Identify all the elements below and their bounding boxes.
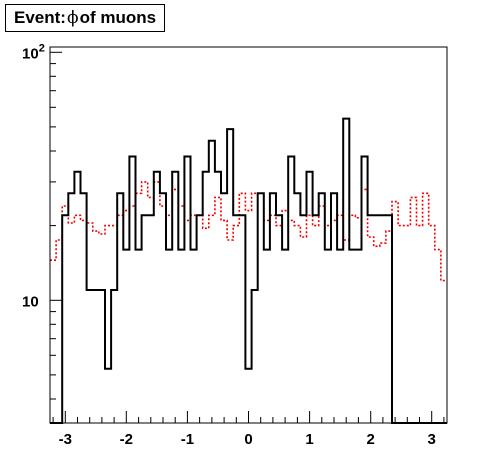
x-tick-label: 3 bbox=[428, 431, 436, 448]
x-tick-label: 0 bbox=[244, 431, 252, 448]
y-tick-label: 10 bbox=[22, 293, 39, 310]
x-tick-label: 1 bbox=[305, 431, 313, 448]
series-line-dotted bbox=[50, 181, 447, 282]
y-tick-label: 102 bbox=[22, 42, 45, 62]
x-tick-label: 2 bbox=[367, 431, 375, 448]
chart-title-suffix: of muons bbox=[79, 8, 157, 27]
series-layer bbox=[50, 117, 447, 424]
series-line-solid bbox=[50, 117, 447, 424]
x-tick-label: -3 bbox=[59, 431, 72, 448]
chart-title-symbol: ϕ bbox=[66, 8, 79, 28]
y-axis: 10 102 bbox=[22, 42, 62, 400]
x-axis: -3 -2 -1 0 1 2 3 bbox=[52, 411, 445, 448]
chart-title-prefix: Event: bbox=[14, 8, 66, 27]
x-tick-label: -1 bbox=[181, 431, 194, 448]
chart-title: Event: ϕ of muons bbox=[5, 4, 166, 32]
x-tick-label: -2 bbox=[120, 431, 133, 448]
plot-frame bbox=[49, 46, 448, 424]
